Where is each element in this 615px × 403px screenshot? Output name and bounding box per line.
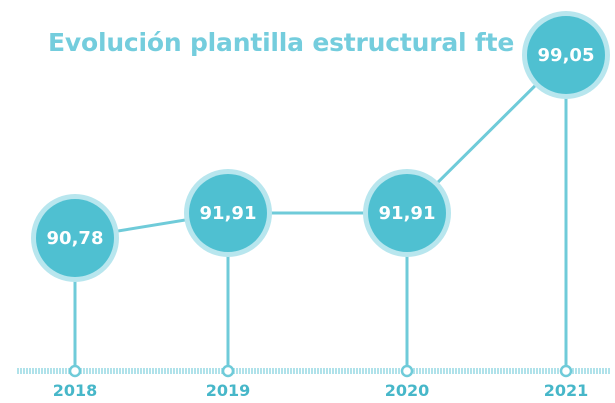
x-tick-label: 2019 — [206, 381, 251, 400]
x-tick-label: 2021 — [544, 381, 589, 400]
x-tick-label: 2018 — [53, 381, 98, 400]
axis-node — [223, 366, 233, 376]
x-tick-label: 2020 — [385, 381, 430, 400]
axis-node — [70, 366, 80, 376]
axis-node — [402, 366, 412, 376]
series-line — [75, 55, 566, 238]
value-label: 91,91 — [379, 203, 436, 224]
x-axis-hatch — [18, 368, 609, 374]
value-label: 99,05 — [538, 45, 595, 66]
value-label: 90,78 — [47, 228, 104, 249]
axis-node — [561, 366, 571, 376]
value-label: 91,91 — [200, 203, 257, 224]
